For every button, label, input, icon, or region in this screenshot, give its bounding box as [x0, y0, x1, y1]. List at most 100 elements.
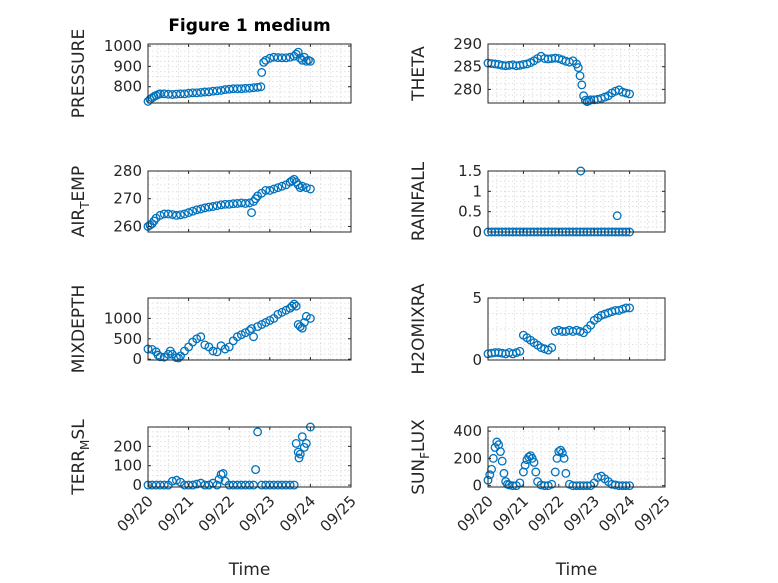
data-point: [153, 350, 163, 360]
y-axis-label-subscript: T: [78, 201, 92, 210]
data-point: [200, 203, 210, 213]
data-point: [621, 303, 631, 313]
y-axis-label: THETA: [409, 46, 429, 102]
y-tick-label: 200: [113, 437, 142, 455]
y-axis-label: MIXDEPTH: [69, 285, 89, 374]
y-tick-label: 900: [113, 57, 142, 75]
data-point: [180, 209, 189, 219]
y-axis-label-subscript: F: [418, 452, 432, 459]
data-point: [305, 184, 315, 194]
y-tick-label: 280: [453, 80, 482, 98]
data-point: [561, 468, 571, 478]
data-point: [625, 89, 635, 99]
y-axis-label-part: AIR: [69, 209, 89, 238]
data-point: [212, 201, 222, 211]
data-point: [287, 301, 297, 311]
axis-box: [147, 43, 352, 104]
x-axis-label: Time: [228, 560, 271, 580]
y-axis-label: H2OMIXRA: [409, 283, 429, 374]
data-point: [200, 480, 210, 490]
data-point: [155, 352, 165, 362]
axis-box: [147, 170, 352, 233]
subplot-air_temp: 260 270 280 AIRTEMP: [69, 162, 352, 238]
data-point: [527, 453, 537, 463]
data-point: [621, 88, 631, 98]
data-point: [251, 194, 261, 204]
y-tick-label: 0: [132, 476, 142, 494]
axis-box: [147, 426, 352, 488]
data-point: [257, 68, 267, 77]
subplot-mixdepth: 0 500 1000 MIXDEPTH: [69, 285, 352, 374]
data-point: [285, 480, 295, 490]
data-point: [253, 82, 263, 92]
data-point: [184, 208, 194, 218]
data-point: [550, 467, 560, 477]
data-point: [497, 456, 507, 466]
y-tick-label: 0.5: [458, 203, 482, 221]
data-point: [212, 86, 222, 96]
data-point: [171, 475, 181, 485]
data-point: [245, 198, 254, 208]
y-tick-label: 270: [113, 190, 142, 208]
data-point: [251, 465, 261, 475]
data-point: [625, 303, 635, 313]
data-point: [580, 95, 590, 105]
y-axis-label-part: SUN: [409, 459, 429, 495]
y-tick-label: 5: [472, 289, 482, 307]
y-axis-label-part: EMP: [69, 166, 89, 202]
data-point: [612, 211, 622, 221]
subplot-theta: 280 285 290 THETA: [409, 35, 666, 107]
y-tick-label: 800: [113, 78, 142, 96]
data-point: [557, 448, 567, 458]
data-point: [259, 57, 269, 67]
data-point: [155, 210, 165, 220]
y-tick-label: 290: [453, 35, 482, 53]
data-point: [269, 184, 279, 194]
y-tick-label: 260: [113, 217, 142, 235]
y-tick-label: 0: [472, 477, 482, 495]
y-tick-label: 280: [113, 162, 142, 180]
data-point: [212, 480, 222, 490]
data-point: [245, 480, 254, 490]
data-point: [173, 353, 183, 363]
data-point: [295, 183, 305, 193]
y-tick-label: 285: [453, 58, 482, 76]
data-point: [163, 209, 173, 219]
y-axis-label-subscript: M: [78, 440, 92, 450]
data-point: [265, 185, 275, 195]
data-point: [281, 53, 291, 63]
x-axis-label: Time: [555, 560, 598, 580]
data-point: [485, 470, 495, 480]
subplot-pressure: 800 900 1000 PRESSURE Figure 1 medium: [69, 16, 352, 118]
data-point: [291, 439, 301, 448]
data-point: [149, 216, 159, 226]
y-axis-label: TERRMSL: [69, 419, 92, 496]
data-point: [196, 204, 206, 214]
data-point: [301, 183, 311, 193]
data-point: [625, 481, 635, 491]
data-point: [295, 449, 305, 459]
data-point: [499, 468, 509, 478]
data-point: [577, 80, 587, 90]
data-point: [253, 427, 263, 437]
y-axis-label-part: RAINFALL: [409, 161, 429, 241]
data-point: [245, 326, 254, 336]
y-tick-label: 0: [472, 351, 482, 369]
y-tick-label: 500: [113, 330, 142, 348]
data-point: [249, 332, 259, 342]
data-point: [214, 474, 224, 484]
y-tick-label: 1000: [104, 309, 142, 327]
data-point: [573, 63, 583, 73]
y-tick-label: 200: [453, 449, 482, 467]
data-point: [247, 208, 256, 218]
axis-box: [487, 297, 666, 361]
data-point: [212, 347, 222, 357]
data-point: [256, 82, 266, 92]
data-point: [196, 332, 206, 342]
y-tick-label: 0: [472, 223, 482, 241]
chart-title: Figure 1 medium: [168, 16, 330, 36]
axis-box: [487, 170, 666, 233]
data-point: [291, 301, 301, 311]
data-point: [529, 458, 539, 467]
data-point: [216, 85, 226, 95]
